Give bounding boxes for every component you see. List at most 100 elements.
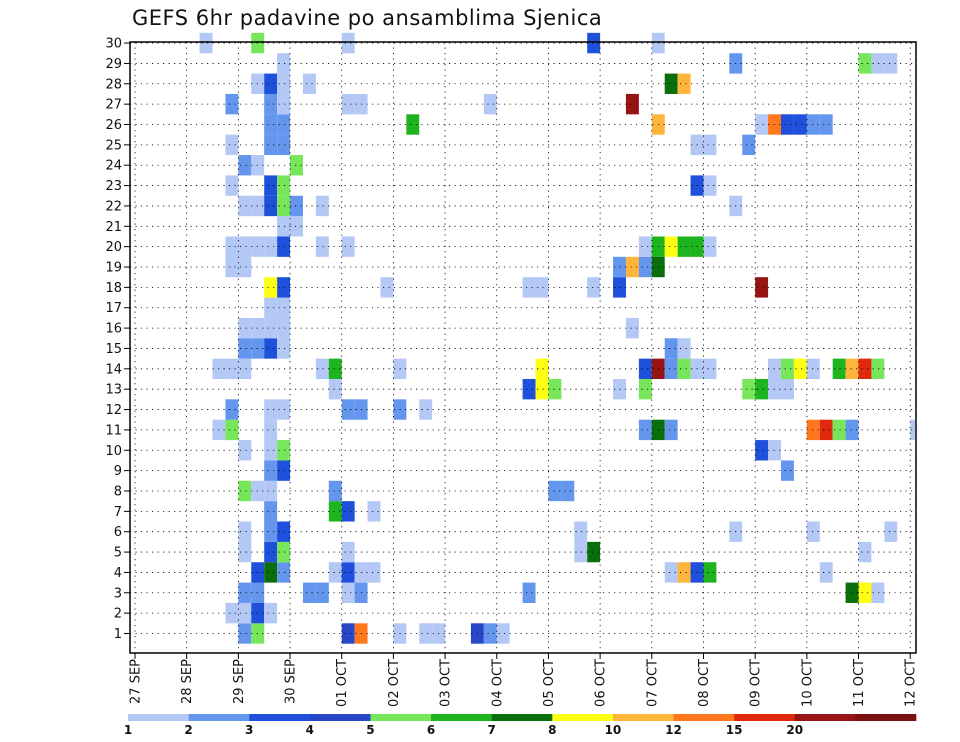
precip-cell xyxy=(638,378,652,400)
precip-cell xyxy=(845,582,859,603)
precip-cell xyxy=(264,602,278,624)
legend-color-segment xyxy=(552,714,614,721)
precip-cell xyxy=(225,175,239,196)
precip-cell xyxy=(341,399,355,420)
y-tick-label: 8 xyxy=(114,484,122,499)
precip-cell xyxy=(819,419,833,441)
precip-cell xyxy=(264,338,278,359)
precip-cell xyxy=(302,582,316,603)
precip-cell xyxy=(264,521,278,542)
precip-cell xyxy=(251,582,265,603)
precip-cell xyxy=(251,73,265,94)
precip-cell xyxy=(315,236,329,257)
precip-cell xyxy=(341,623,355,644)
precip-cell xyxy=(703,134,717,156)
y-tick-label: 1 xyxy=(114,627,122,642)
legend-label: 7 xyxy=(488,723,496,737)
precip-cell xyxy=(561,480,575,502)
precip-cell xyxy=(277,338,291,359)
y-tick-label: 11 xyxy=(105,423,122,438)
precip-cell xyxy=(535,358,549,380)
precip-cell xyxy=(548,480,562,502)
precip-cell xyxy=(225,399,239,420)
precip-cell xyxy=(341,562,355,583)
legend-label: 5 xyxy=(366,723,374,737)
precip-cell xyxy=(548,378,562,400)
legend-label: 15 xyxy=(726,723,743,737)
precip-cell xyxy=(277,277,291,298)
y-tick-label: 14 xyxy=(105,362,122,377)
x-tick-label: 28 SEP xyxy=(180,659,195,704)
precip-cell xyxy=(871,582,885,603)
precip-cell xyxy=(277,297,291,318)
precip-cell xyxy=(806,419,820,441)
precip-cell xyxy=(264,440,278,461)
grid-layer xyxy=(130,42,916,653)
precip-cell xyxy=(225,93,239,115)
x-tick-label: 08 OCT xyxy=(697,659,712,707)
precip-cell xyxy=(328,378,342,400)
precip-cell xyxy=(251,317,265,339)
precip-cell xyxy=(277,53,291,74)
precip-cell xyxy=(535,277,549,298)
precip-cell xyxy=(703,562,717,583)
precip-cell xyxy=(277,216,291,237)
precip-cell xyxy=(225,602,239,624)
precip-cell xyxy=(677,562,691,583)
precip-cell xyxy=(341,501,355,522)
y-tick-label: 5 xyxy=(114,546,122,561)
precip-cell xyxy=(742,134,756,156)
precip-cell xyxy=(793,358,807,380)
precip-cell xyxy=(251,155,265,176)
y-tick-label: 28 xyxy=(105,77,122,92)
precip-cell xyxy=(755,114,769,135)
precip-cell xyxy=(251,562,265,583)
precip-cell xyxy=(225,134,239,156)
precip-cell xyxy=(238,256,252,278)
precip-cell xyxy=(638,358,652,380)
precip-cell xyxy=(315,195,329,217)
precip-cell xyxy=(315,358,329,380)
precip-cell xyxy=(522,378,536,400)
precip-cell xyxy=(199,32,213,54)
y-tick-label: 7 xyxy=(114,505,122,520)
precip-cell xyxy=(638,419,652,441)
precip-cell xyxy=(277,440,291,461)
y-tick-label: 12 xyxy=(105,403,122,418)
legend-color-segment xyxy=(491,714,553,721)
x-tick-label: 02 OCT xyxy=(387,659,402,707)
legend-label: 3 xyxy=(245,723,253,737)
precip-cell xyxy=(238,195,252,217)
precip-cell xyxy=(315,582,329,603)
x-tick-label: 05 OCT xyxy=(542,659,557,707)
legend-color-segment xyxy=(431,714,492,721)
precip-cell xyxy=(819,114,833,135)
legend-color-segment xyxy=(249,714,311,721)
precip-cell xyxy=(264,277,278,298)
y-tick-label: 15 xyxy=(105,342,122,357)
precip-cell xyxy=(625,317,639,339)
precip-cell xyxy=(341,582,355,603)
y-tick-label: 6 xyxy=(114,525,122,540)
y-tick-label: 27 xyxy=(105,98,122,113)
precip-cell xyxy=(677,338,691,359)
precip-cell xyxy=(871,53,885,74)
y-axis: 1234567891011121314151617181920212223242… xyxy=(105,37,130,642)
precip-cell xyxy=(238,623,252,644)
precip-cell xyxy=(264,419,278,441)
x-tick-label: 11 OCT xyxy=(852,659,867,707)
legend-color-segment xyxy=(188,714,250,721)
x-tick-label: 09 OCT xyxy=(749,659,764,707)
precip-cell xyxy=(406,114,420,135)
precip-cell xyxy=(264,195,278,217)
precip-cell xyxy=(264,114,278,135)
precip-cell xyxy=(251,236,265,257)
legend-label: 8 xyxy=(548,723,556,737)
precip-cell xyxy=(225,236,239,257)
precip-cell xyxy=(755,440,769,461)
legend-color-segment xyxy=(309,714,371,721)
legend-color-segment xyxy=(855,714,917,721)
x-tick-label: 27 SEP xyxy=(129,659,144,704)
precip-cell xyxy=(238,541,252,563)
legend-label: 4 xyxy=(306,723,314,737)
